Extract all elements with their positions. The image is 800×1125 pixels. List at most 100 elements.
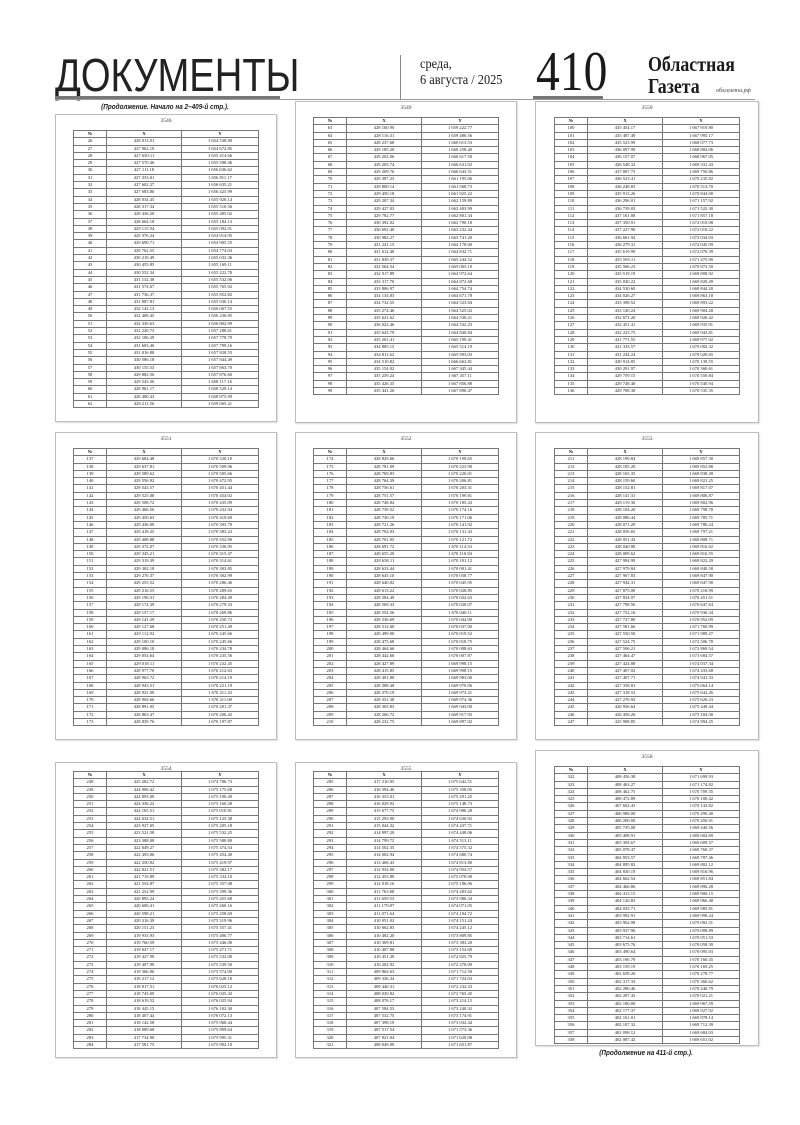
point-number: 263 <box>73 887 107 897</box>
point-number: 218 <box>554 506 588 515</box>
table-row: 223 428 040.98 1 669 816.02 <box>554 542 740 552</box>
x-coordinate: 427 994.99 <box>587 557 663 566</box>
point-number: 45 <box>73 275 107 285</box>
column-header: Y <box>662 447 740 457</box>
y-coordinate: 1 662 403.99 <box>421 204 499 213</box>
x-coordinate: 410 662.83 <box>346 924 422 933</box>
table-row: 192 428 613.22 1 670 028.85 <box>313 586 499 595</box>
x-coordinate: 429 690.71 <box>106 239 182 248</box>
y-coordinate: 1 675 664.14 <box>662 681 740 690</box>
table-row: 208 428 303.83 1 669 943.00 <box>313 703 499 712</box>
coordinate-table-panel: 3551 № X Y 137 429 684.48 1 670 520.10 138 429 6… <box>55 432 277 740</box>
x-coordinate: 405 394.67 <box>587 838 663 848</box>
table-row: 257 422 649.27 1 675 474.54 <box>73 843 259 853</box>
point-number: 171 <box>73 703 107 712</box>
table-row: 235 427 550.50 1 671 989.27 <box>554 630 740 639</box>
y-coordinate: 1 670 214.19 <box>181 674 259 683</box>
y-coordinate: 1 670 360.61 <box>662 365 740 374</box>
table-row: 61 428 480.43 1 658 875.99 <box>73 392 259 402</box>
x-coordinate: 428 034.45 <box>106 195 182 204</box>
table-row: 341 403 992.91 1 669 998.24 <box>554 911 740 921</box>
point-number: 282 <box>73 1026 107 1035</box>
point-number: 161 <box>73 630 107 639</box>
table-header-row: № X Y <box>313 116 499 126</box>
point-number: 102 <box>554 138 588 148</box>
x-coordinate: 419 407.90 <box>106 960 182 970</box>
table-row: 113 437 350.91 1 672 010.08 <box>554 219 740 228</box>
y-coordinate: 1 670 095.03 <box>662 948 740 957</box>
point-number: 262 <box>73 880 107 889</box>
point-number: 355 <box>554 1014 588 1023</box>
point-number: 144 <box>73 506 107 515</box>
point-number: 213 <box>554 469 588 479</box>
x-coordinate: 428 645.10 <box>346 572 422 581</box>
y-coordinate: 1 669 816.02 <box>662 542 740 552</box>
x-coordinate: 408 049.00 <box>346 1040 422 1050</box>
table-row: 73 429 207.34 1 662 159.89 <box>313 197 499 206</box>
x-coordinate: 430 914.85 <box>587 357 663 367</box>
x-coordinate: 431 574.67 <box>106 283 182 292</box>
y-coordinate: 1 669 806.87 <box>662 491 740 501</box>
y-coordinate: 1 670 245.66 <box>181 630 259 639</box>
x-coordinate: 414 799.72 <box>346 836 422 845</box>
point-number: 140 <box>73 477 107 486</box>
point-number: 242 <box>554 681 588 690</box>
page-number-underline <box>533 96 603 99</box>
x-coordinate: 415 677.75 <box>346 807 422 816</box>
y-coordinate: 1 673 240.32 <box>421 1004 499 1013</box>
table-row: 353 402 180.00 1 669 967.59 <box>554 999 740 1008</box>
y-coordinate: 1 671 724.03 <box>421 975 499 984</box>
table-row: 239 427 424.88 1 674 037.34 <box>554 659 740 668</box>
x-coordinate: 435 523.99 <box>587 138 663 148</box>
point-number: 124 <box>554 299 588 308</box>
x-coordinate: 429 345.21 <box>106 550 182 559</box>
y-coordinate: 1 672 825.79 <box>421 953 499 962</box>
x-coordinate: 435 593.11 <box>587 255 663 264</box>
x-coordinate: 434 530.60 <box>587 284 663 294</box>
y-coordinate: 1 670 472.95 <box>181 477 259 486</box>
coordinate-table: № X Y 137 429 684.48 1 670 520.10 138 429 637.8… <box>73 447 259 727</box>
y-coordinate: 1 675 419.97 <box>181 858 259 867</box>
point-number: 224 <box>554 550 588 559</box>
y-coordinate: 1 673 032.44 <box>421 1019 499 1028</box>
y-coordinate: 1 672 070.39 <box>662 248 740 257</box>
point-number: 103 <box>554 146 588 155</box>
y-coordinate: 1 658 875.99 <box>181 392 259 402</box>
point-number: 83 <box>313 270 347 279</box>
y-coordinate: 1 670 246.79 <box>662 984 740 994</box>
point-number: 28 <box>73 151 107 161</box>
y-coordinate: 1 671 699.93 <box>662 773 740 782</box>
y-coordinate: 1 669 684.03 <box>662 1028 740 1038</box>
table-row: 169 428 921.00 1 670 211.43 <box>73 688 259 698</box>
y-coordinate: 1 675 628.18 <box>181 975 259 984</box>
point-number: 266 <box>73 909 107 918</box>
point-number: 162 <box>73 637 107 647</box>
table-row: 130 431 333.57 1 670 002.32 <box>554 343 740 352</box>
x-coordinate: 428 436.20 <box>106 210 182 219</box>
y-coordinate: 1 657 288.61 <box>181 326 259 336</box>
y-coordinate: 1 654 774.03 <box>181 246 259 256</box>
column-header: X <box>346 116 422 126</box>
table-row: 305 410 662.83 1 674 245.12 <box>313 924 499 933</box>
table-row: 136 429 708.38 1 670 535.35 <box>554 386 740 396</box>
x-coordinate: 431 736.37 <box>106 290 182 299</box>
column-header: X <box>106 447 182 457</box>
table-row: 212 428 185.20 1 669 852.88 <box>554 462 740 471</box>
table-row: 109 435 913.26 1 670 844.00 <box>554 189 740 199</box>
y-coordinate: 1 669 797.21 <box>662 528 740 537</box>
table-row: 256 423 388.08 1 675 580.80 <box>73 836 259 845</box>
y-coordinate: 1 670 199.81 <box>421 491 499 501</box>
point-number: 291 <box>313 822 347 831</box>
y-coordinate: 1 669 821.25 <box>662 477 740 486</box>
y-coordinate: 1 662 801.34 <box>421 211 499 221</box>
y-coordinate: 1 661 568.73 <box>421 182 499 191</box>
point-number: 179 <box>313 491 347 501</box>
x-coordinate: 430 982.27 <box>346 233 422 243</box>
table-row: 354 402 177.37 1 669 927.92 <box>554 1006 740 1016</box>
brand-site: облгазета.рф <box>716 88 751 94</box>
x-coordinate: 432 564.54 <box>346 262 422 272</box>
point-number: 340 <box>554 904 588 913</box>
x-coordinate: 418 142.58 <box>106 1019 182 1028</box>
x-coordinate: 404 662.54 <box>587 875 663 884</box>
y-coordinate: 1 670 002.32 <box>662 343 740 352</box>
